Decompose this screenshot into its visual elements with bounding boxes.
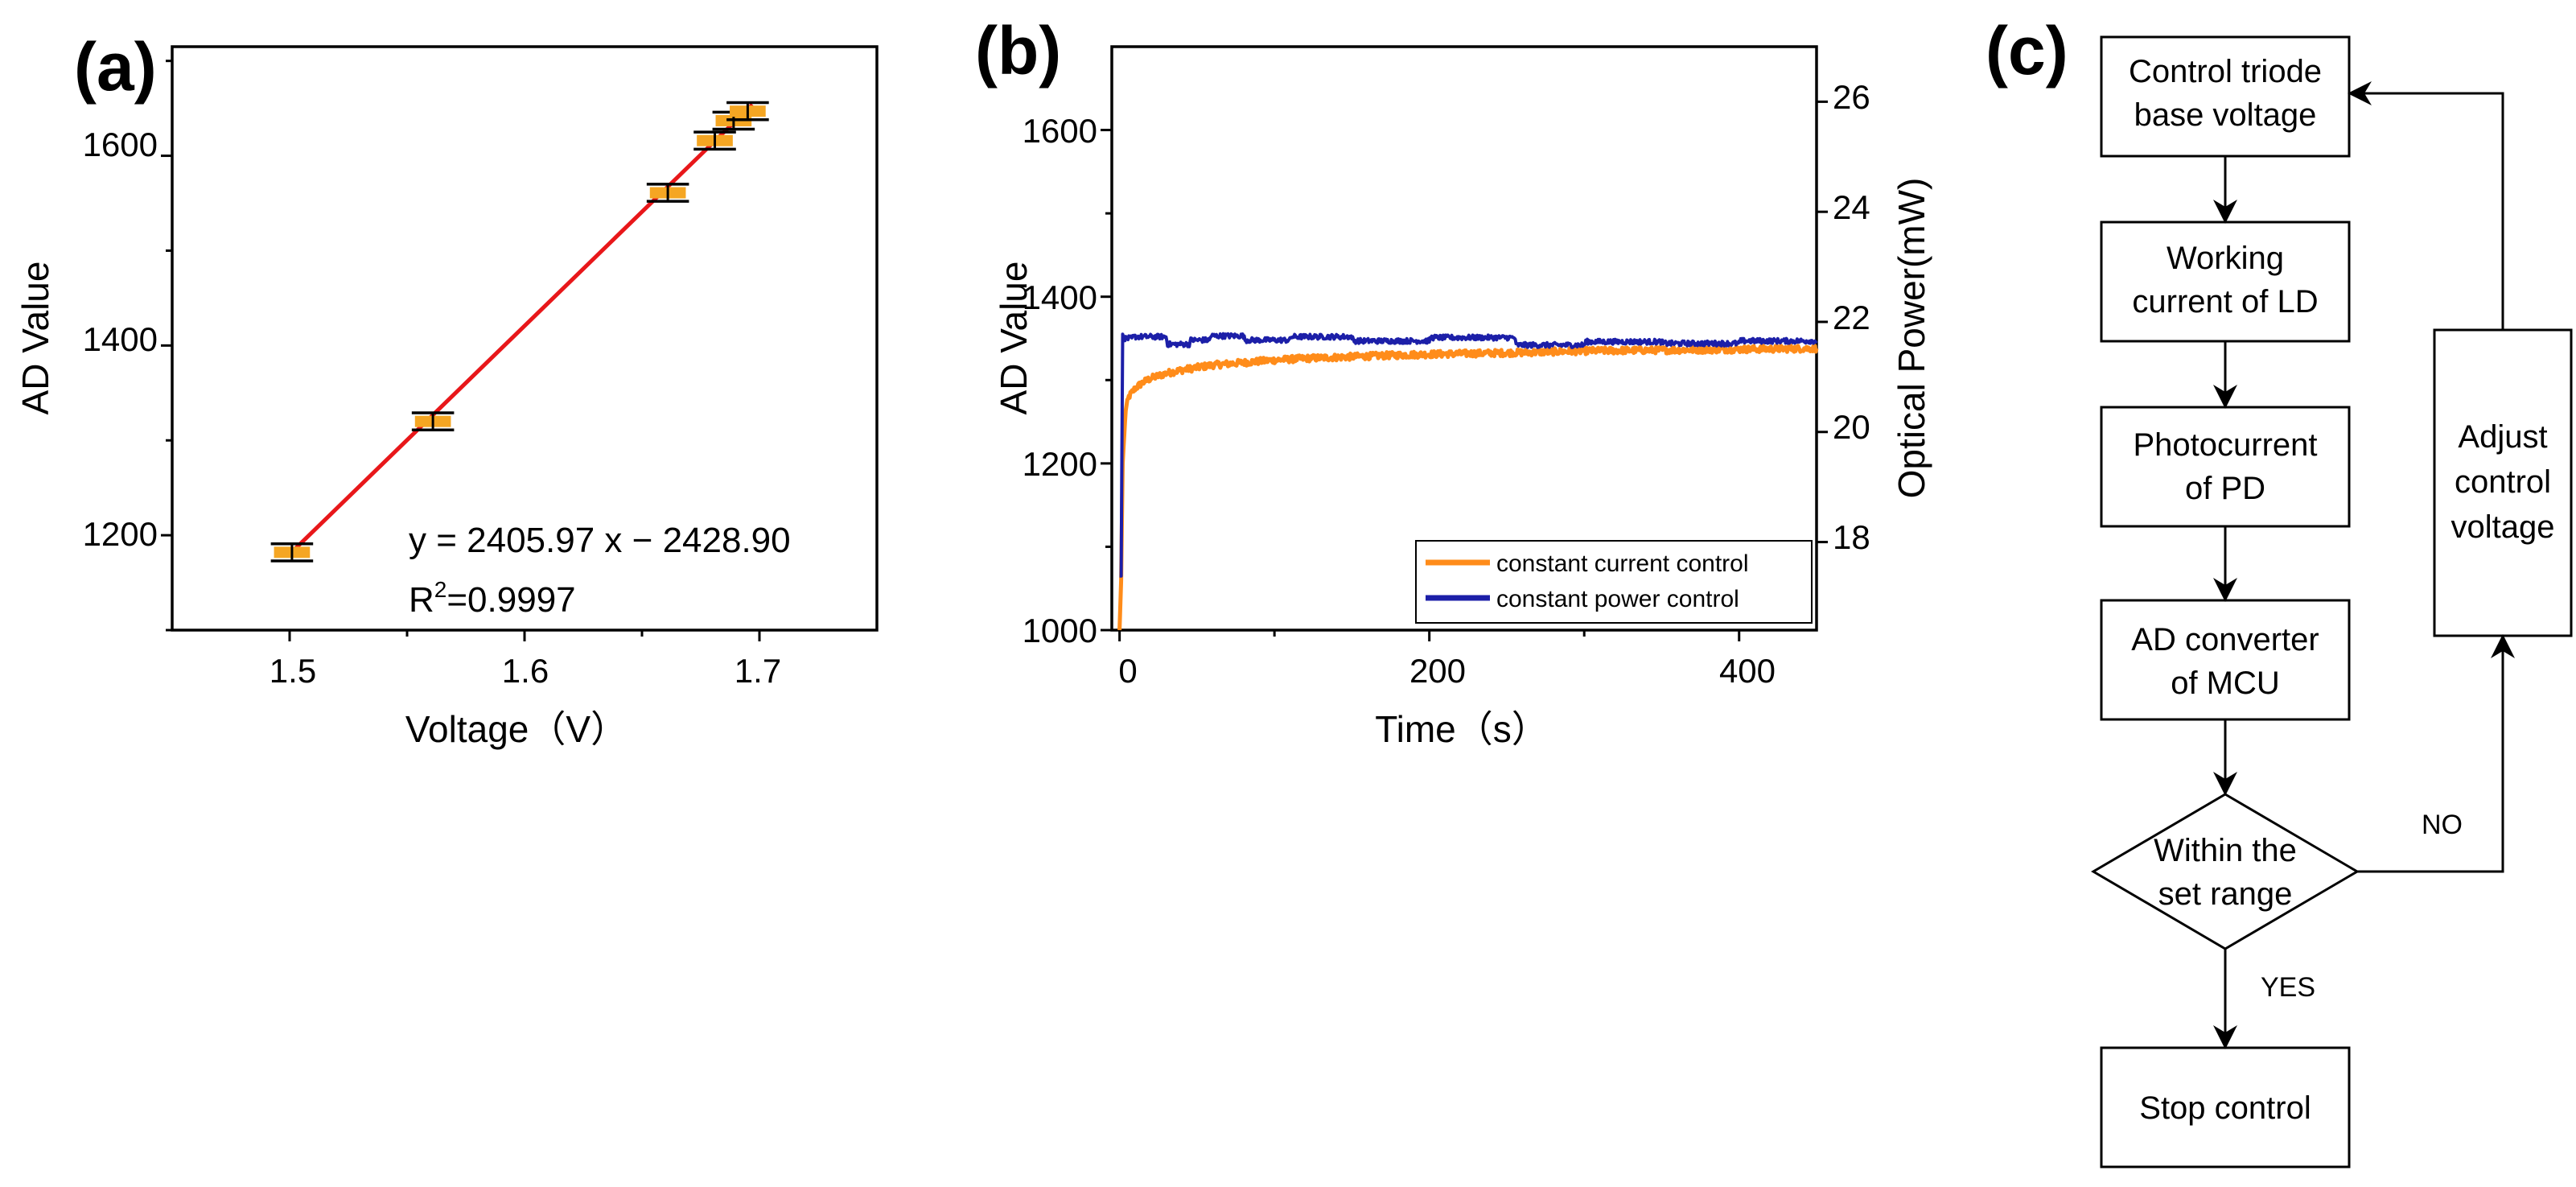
panel-b-y-tick-label: 1600 — [1023, 112, 1097, 150]
flow-node-ad-converter-line2: of MCU — [2171, 666, 2280, 701]
panel-b-x-axis-label: Time（s） — [1375, 708, 1549, 750]
panel-b-right-y-tick-label: 24 — [1833, 188, 1870, 226]
panel-b-plot-frame — [1110, 45, 1818, 632]
flow-node-within-range-line2: set range — [2158, 876, 2293, 912]
panel-b-legend-label-power: constant power control — [1496, 586, 1739, 612]
panel-b-y-tick-label: 1200 — [1023, 445, 1097, 483]
panel-a-x-tick-label: 1.7 — [735, 652, 781, 690]
panel-a-y-tick-labels: 1200 1400 1600 — [83, 126, 158, 553]
panel-b-series-constant-power — [1118, 332, 1818, 578]
flow-node-adjust-voltage — [2433, 328, 2573, 637]
panel-b-series — [1117, 332, 1819, 631]
panel-a-fit-line — [288, 103, 754, 556]
panel-a: (a) 1.5 1.6 1.7 1200 1400 1600 Voltage（V… — [14, 29, 879, 750]
flow-node-working-current-line2: current of LD — [2132, 284, 2318, 319]
panel-b-x-tick-label: 200 — [1409, 652, 1466, 690]
panel-a-r-squared-superscript: 2 — [434, 577, 447, 602]
panel-a-y-tick-label: 1200 — [83, 515, 158, 553]
panel-a-x-tick-labels: 1.5 1.6 1.7 — [270, 652, 781, 690]
flow-node-control-triode-line1: Control triode — [2129, 54, 2322, 89]
panel-a-x-tick-label: 1.6 — [502, 652, 549, 690]
panel-a-data-points — [270, 101, 769, 563]
flow-node-control-triode-line2: base voltage — [2134, 97, 2317, 133]
panel-b-right-y-tick-label: 20 — [1833, 408, 1870, 446]
flow-node-working-current — [2100, 221, 2351, 343]
panel-b-x-tick-label: 0 — [1118, 652, 1137, 690]
panel-b-legend-label-current: constant current control — [1496, 550, 1749, 577]
flow-node-photocurrent-line1: Photocurrent — [2133, 427, 2317, 463]
panel-a-fit-equation: y = 2405.97 x − 2428.90 — [409, 521, 791, 560]
panel-b-ticks — [1101, 100, 1828, 641]
panel-b-x-tick-labels: 0 200 400 — [1118, 652, 1776, 690]
flow-edge-label-yes: YES — [2261, 972, 2315, 1003]
panel-b-x-tick-label: 400 — [1719, 652, 1776, 690]
panel-a-x-tick-label: 1.5 — [270, 652, 316, 690]
flow-node-ad-converter — [2100, 599, 2351, 721]
flow-node-adjust-voltage-line2: control — [2455, 464, 2551, 500]
panel-b: (b) 0 200 400 1000 1200 1400 1600 18 20 … — [975, 13, 1932, 750]
panel-a-y-tick-label: 1600 — [83, 126, 158, 163]
flow-node-working-current-line1: Working — [2167, 241, 2284, 276]
panel-a-r-squared: R2=0.9997 — [409, 577, 576, 620]
panel-b-legend: constant current control constant power … — [1415, 540, 1813, 624]
panel-a-y-tick-label: 1400 — [83, 320, 158, 358]
panel-b-series-constant-current — [1117, 344, 1819, 631]
panel-b-y-tick-label: 1000 — [1023, 612, 1097, 649]
panel-b-legend-box — [1415, 540, 1813, 624]
flow-edge-label-no: NO — [2422, 810, 2463, 840]
panel-b-right-y-tick-label: 18 — [1833, 518, 1870, 556]
panel-a-r-squared-value: =0.9997 — [446, 580, 575, 620]
flow-node-photocurrent — [2100, 406, 2351, 528]
flow-arrow-decision-to-adjust — [2357, 634, 2515, 873]
panel-c-label: (c) — [1985, 13, 2068, 89]
panel-b-y-axis-label: AD Value — [993, 262, 1035, 415]
flow-node-stop-control-line1: Stop control — [2139, 1090, 2311, 1126]
panel-a-label: (a) — [74, 29, 157, 105]
panel-a-y-axis-label: AD Value — [14, 262, 56, 415]
panel-c: (c) Control triode base voltage Working … — [1985, 13, 2573, 1168]
panel-b-right-y-tick-labels: 18 20 22 24 26 — [1833, 78, 1870, 556]
panel-b-y-tick-label: 1400 — [1023, 278, 1097, 316]
flow-arrow-adjust-to-triode — [2348, 81, 2504, 330]
flow-node-photocurrent-line2: of PD — [2185, 471, 2265, 506]
panel-a-x-axis-label: Voltage（V） — [405, 708, 628, 750]
panel-b-label: (b) — [975, 13, 1061, 89]
flow-node-within-range-line1: Within the — [2154, 833, 2297, 868]
panel-b-right-y-tick-label: 22 — [1833, 299, 1870, 336]
panel-a-r-squared-prefix: R — [409, 580, 434, 620]
flow-node-ad-converter-line1: AD converter — [2131, 622, 2319, 657]
panel-b-y-tick-labels: 1000 1200 1400 1600 — [1023, 112, 1097, 649]
flow-node-adjust-voltage-line1: Adjust — [2458, 419, 2547, 455]
flow-node-adjust-voltage-line3: voltage — [2451, 509, 2555, 545]
panel-b-right-y-axis-label: Optical Power(mW) — [1891, 178, 1932, 499]
flow-node-stop-control — [2100, 1046, 2351, 1168]
panel-a-ticks — [161, 60, 761, 641]
flow-node-within-range — [2091, 793, 2360, 950]
panel-b-right-y-tick-label: 26 — [1833, 78, 1870, 116]
